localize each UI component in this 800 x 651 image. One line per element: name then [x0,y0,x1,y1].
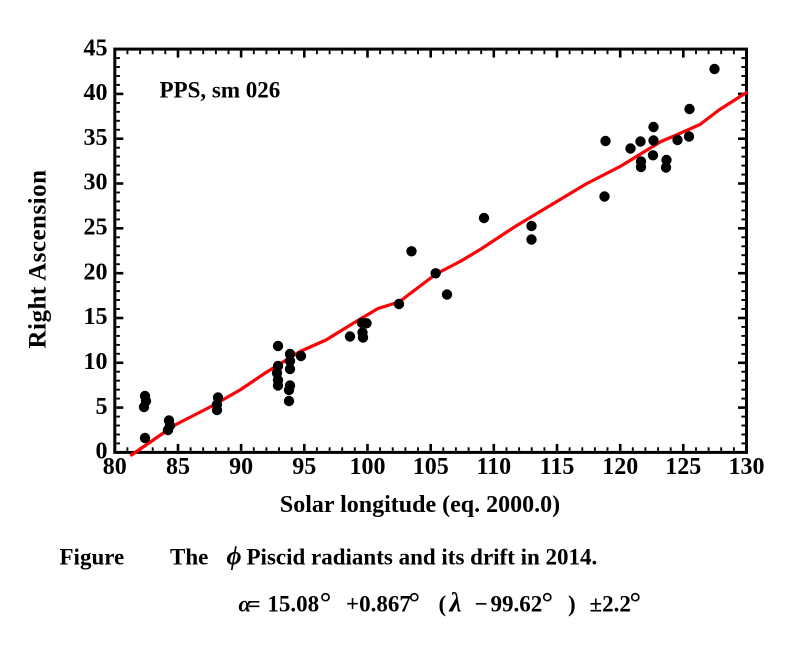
svg-text:5: 5 [96,394,108,420]
svg-text:+0.867: +0.867 [346,592,411,617]
svg-text:95: 95 [292,454,316,480]
svg-text:°: ° [409,587,421,619]
svg-text:130: 130 [729,454,765,480]
svg-text:α: α [239,592,253,617]
svg-text:40: 40 [84,80,108,106]
svg-text:ϕ: ϕ [227,542,242,571]
svg-text:Solar longitude (eq. 2000.0): Solar longitude (eq. 2000.0) [280,492,560,518]
svg-text:15: 15 [84,304,108,330]
svg-text:105: 105 [413,454,449,480]
svg-text:90: 90 [229,454,253,480]
svg-text:30: 30 [84,170,108,196]
svg-text:100: 100 [350,454,386,480]
svg-text:Piscid radiants and its drift: Piscid radiants and its drift in 2014. [247,545,598,570]
svg-text:25: 25 [84,215,108,241]
svg-text:80: 80 [103,454,127,480]
svg-text:120: 120 [602,454,638,480]
svg-text:35: 35 [84,125,108,151]
svg-text:85: 85 [166,454,190,480]
svg-text:=: = [248,592,261,617]
svg-text:45: 45 [84,35,108,61]
svg-text:PPS, sm 026: PPS, sm 026 [160,78,281,103]
svg-text:): ) [568,592,576,617]
svg-text:0: 0 [96,439,108,465]
svg-text:99.62: 99.62 [491,592,543,617]
svg-text:λ: λ [449,588,462,618]
svg-text:±2.2: ±2.2 [590,592,631,617]
svg-text:10: 10 [84,349,108,375]
svg-text:125: 125 [665,454,701,480]
svg-text:110: 110 [476,454,511,480]
svg-text:°: ° [320,587,332,619]
svg-text:20: 20 [84,259,108,285]
svg-text:The: The [170,545,208,570]
svg-text:(: ( [439,592,447,617]
svg-text:15.08: 15.08 [267,592,319,617]
svg-text:Figure: Figure [60,545,125,570]
svg-text:−: − [475,592,488,617]
svg-text:°: ° [542,587,554,619]
svg-text:115: 115 [540,454,575,480]
svg-text:°: ° [630,587,642,619]
svg-text:Right Ascension: Right Ascension [25,169,52,348]
